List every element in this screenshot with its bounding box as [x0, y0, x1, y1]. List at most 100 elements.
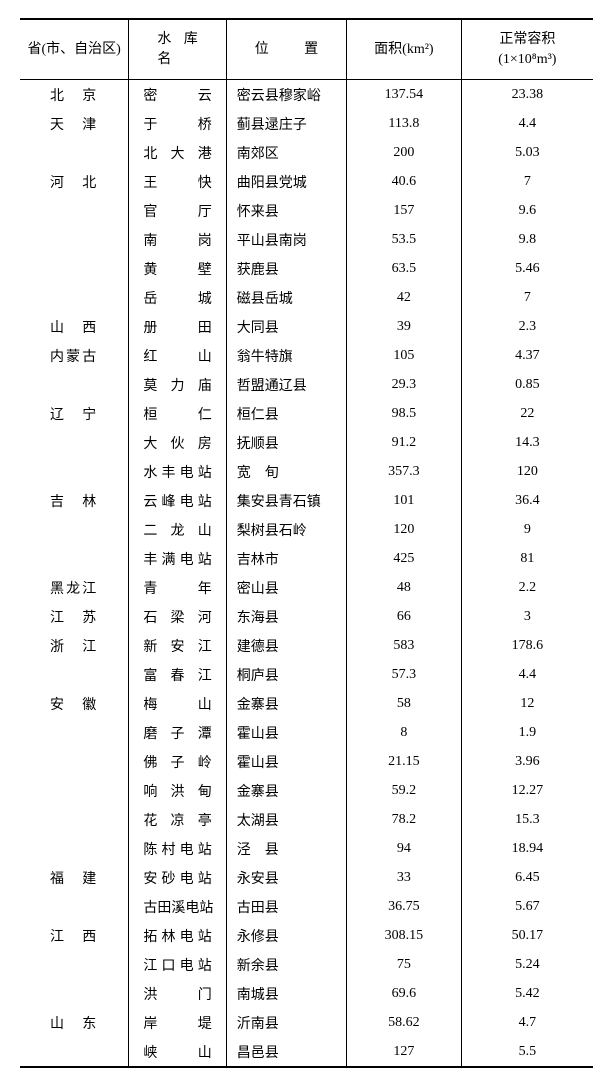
cell-reservoir-name: 二 龙 山: [129, 515, 226, 544]
cell-location: 泾 县: [226, 834, 346, 863]
cell-area: 78.2: [347, 805, 462, 834]
table-row: 官 厅怀来县1579.6: [20, 196, 593, 225]
cell-volume: 12: [461, 689, 593, 718]
cell-area: 29.3: [347, 370, 462, 399]
cell-volume: 0.85: [461, 370, 593, 399]
table-row: 山 西册 田大同县392.3: [20, 312, 593, 341]
header-row: 省(市、自治区) 水库名 位置 面积(km²) 正常容积(1×10⁸m³): [20, 19, 593, 80]
cell-reservoir-name: 丰满电站: [129, 544, 226, 573]
table-row: 花 凉 亭太湖县78.215.3: [20, 805, 593, 834]
cell-location: 南郊区: [226, 138, 346, 167]
cell-area: 36.75: [347, 892, 462, 921]
cell-area: 137.54: [347, 80, 462, 110]
cell-area: 63.5: [347, 254, 462, 283]
cell-reservoir-name: 红 山: [129, 341, 226, 370]
table-row: 磨 子 潭霍山县81.9: [20, 718, 593, 747]
cell-province: [20, 283, 129, 312]
cell-reservoir-name: 册 田: [129, 312, 226, 341]
cell-reservoir-name: 陈村电站: [129, 834, 226, 863]
cell-reservoir-name: 岳 城: [129, 283, 226, 312]
header-volume: 正常容积(1×10⁸m³): [461, 19, 593, 80]
table-row: 天 津于 桥蓟县逯庄子113.84.4: [20, 109, 593, 138]
cell-province: [20, 254, 129, 283]
cell-volume: 50.17: [461, 921, 593, 950]
cell-location: 抚顺县: [226, 428, 346, 457]
cell-province: 山 东: [20, 1008, 129, 1037]
table-row: 古田溪电站古田县36.755.67: [20, 892, 593, 921]
cell-reservoir-name: 密 云: [129, 80, 226, 110]
cell-province: [20, 1037, 129, 1067]
cell-reservoir-name: 洪 门: [129, 979, 226, 1008]
cell-area: 57.3: [347, 660, 462, 689]
cell-volume: 178.6: [461, 631, 593, 660]
cell-province: 北 京: [20, 80, 129, 110]
cell-province: 浙 江: [20, 631, 129, 660]
cell-volume: 5.03: [461, 138, 593, 167]
cell-area: 308.15: [347, 921, 462, 950]
cell-area: 8: [347, 718, 462, 747]
table-row: 河 北王 快曲阳县党城40.67: [20, 167, 593, 196]
cell-reservoir-name: 桓 仁: [129, 399, 226, 428]
table-row: 水丰电站宽 旬357.3120: [20, 457, 593, 486]
table-row: 莫 力 庙哲盟通辽县29.30.85: [20, 370, 593, 399]
cell-province: [20, 805, 129, 834]
cell-volume: 4.37: [461, 341, 593, 370]
cell-volume: 3.96: [461, 747, 593, 776]
header-area: 面积(km²): [347, 19, 462, 80]
cell-volume: 3: [461, 602, 593, 631]
cell-reservoir-name: 莫 力 庙: [129, 370, 226, 399]
cell-volume: 9.6: [461, 196, 593, 225]
cell-area: 39: [347, 312, 462, 341]
reservoir-table: 省(市、自治区) 水库名 位置 面积(km²) 正常容积(1×10⁸m³) 北 …: [20, 18, 593, 1068]
cell-area: 33: [347, 863, 462, 892]
cell-area: 157: [347, 196, 462, 225]
cell-reservoir-name: 石 梁 河: [129, 602, 226, 631]
cell-reservoir-name: 拓林电站: [129, 921, 226, 950]
cell-location: 获鹿县: [226, 254, 346, 283]
cell-area: 583: [347, 631, 462, 660]
cell-province: [20, 718, 129, 747]
cell-location: 永修县: [226, 921, 346, 950]
cell-reservoir-name: 花 凉 亭: [129, 805, 226, 834]
header-location: 位置: [226, 19, 346, 80]
cell-province: 福 建: [20, 863, 129, 892]
cell-reservoir-name: 官 厅: [129, 196, 226, 225]
cell-area: 48: [347, 573, 462, 602]
table-row: 山 东岸 堤沂南县58.624.7: [20, 1008, 593, 1037]
cell-province: 天 津: [20, 109, 129, 138]
header-reservoir: 水库名: [129, 19, 226, 80]
table-row: 内蒙古红 山翁牛特旗1054.37: [20, 341, 593, 370]
cell-location: 梨树县石岭: [226, 515, 346, 544]
cell-province: 河 北: [20, 167, 129, 196]
cell-volume: 2.2: [461, 573, 593, 602]
cell-volume: 5.67: [461, 892, 593, 921]
cell-location: 新余县: [226, 950, 346, 979]
cell-volume: 5.5: [461, 1037, 593, 1067]
cell-reservoir-name: 磨 子 潭: [129, 718, 226, 747]
cell-reservoir-name: 黄 壁: [129, 254, 226, 283]
cell-volume: 6.45: [461, 863, 593, 892]
cell-area: 357.3: [347, 457, 462, 486]
table-row: 浙 江新 安 江建德县583178.6: [20, 631, 593, 660]
cell-location: 吉林市: [226, 544, 346, 573]
cell-location: 集安县青石镇: [226, 486, 346, 515]
cell-province: 江 苏: [20, 602, 129, 631]
cell-province: [20, 457, 129, 486]
cell-volume: 7: [461, 283, 593, 312]
cell-area: 42: [347, 283, 462, 312]
cell-location: 宽 旬: [226, 457, 346, 486]
cell-province: [20, 834, 129, 863]
cell-reservoir-name: 安砂电站: [129, 863, 226, 892]
cell-province: [20, 776, 129, 805]
cell-area: 98.5: [347, 399, 462, 428]
table-row: 洪 门南城县69.65.42: [20, 979, 593, 1008]
cell-area: 66: [347, 602, 462, 631]
header-province: 省(市、自治区): [20, 19, 129, 80]
cell-area: 425: [347, 544, 462, 573]
cell-area: 59.2: [347, 776, 462, 805]
cell-location: 太湖县: [226, 805, 346, 834]
table-row: 黄 壁获鹿县63.55.46: [20, 254, 593, 283]
cell-location: 密山县: [226, 573, 346, 602]
cell-volume: 7: [461, 167, 593, 196]
cell-area: 101: [347, 486, 462, 515]
